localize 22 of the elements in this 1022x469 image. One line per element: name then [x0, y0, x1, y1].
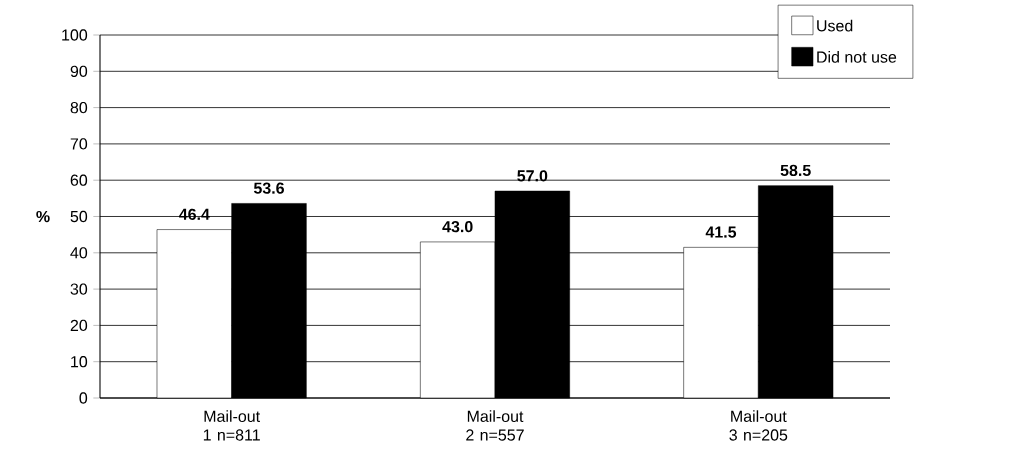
x-tick-label: Mail-out 1 n=811 — [203, 410, 260, 441]
x-tick-label: Mail-out 2 n=557 — [466, 410, 524, 441]
y-tick-label: 40 — [70, 247, 88, 259]
y-tick-label: 90 — [70, 65, 88, 77]
data-label: 43.0 — [442, 220, 473, 233]
data-label: 58.5 — [780, 164, 811, 177]
y-tick-label: 50 — [70, 210, 88, 223]
legend-label: Did not use — [817, 51, 897, 63]
data-label: 41.5 — [705, 226, 737, 238]
y-tick-label: 0 — [79, 392, 88, 404]
data-label: 53.6 — [253, 182, 284, 194]
y-tick-label: 70 — [70, 138, 88, 150]
data-label: 57.0 — [517, 170, 548, 182]
y-tick-label: 20 — [70, 319, 88, 332]
legend-label: Used — [817, 19, 853, 32]
y-tick-label: 100 — [62, 29, 88, 41]
y-axis-title: % — [36, 210, 50, 223]
x-tick-label: Mail-out 3 n=205 — [729, 410, 788, 441]
y-tick-label: 80 — [70, 101, 88, 114]
y-tick-label: 30 — [70, 283, 88, 295]
y-tick-label: 60 — [70, 174, 88, 186]
y-tick-label: 10 — [71, 356, 88, 368]
